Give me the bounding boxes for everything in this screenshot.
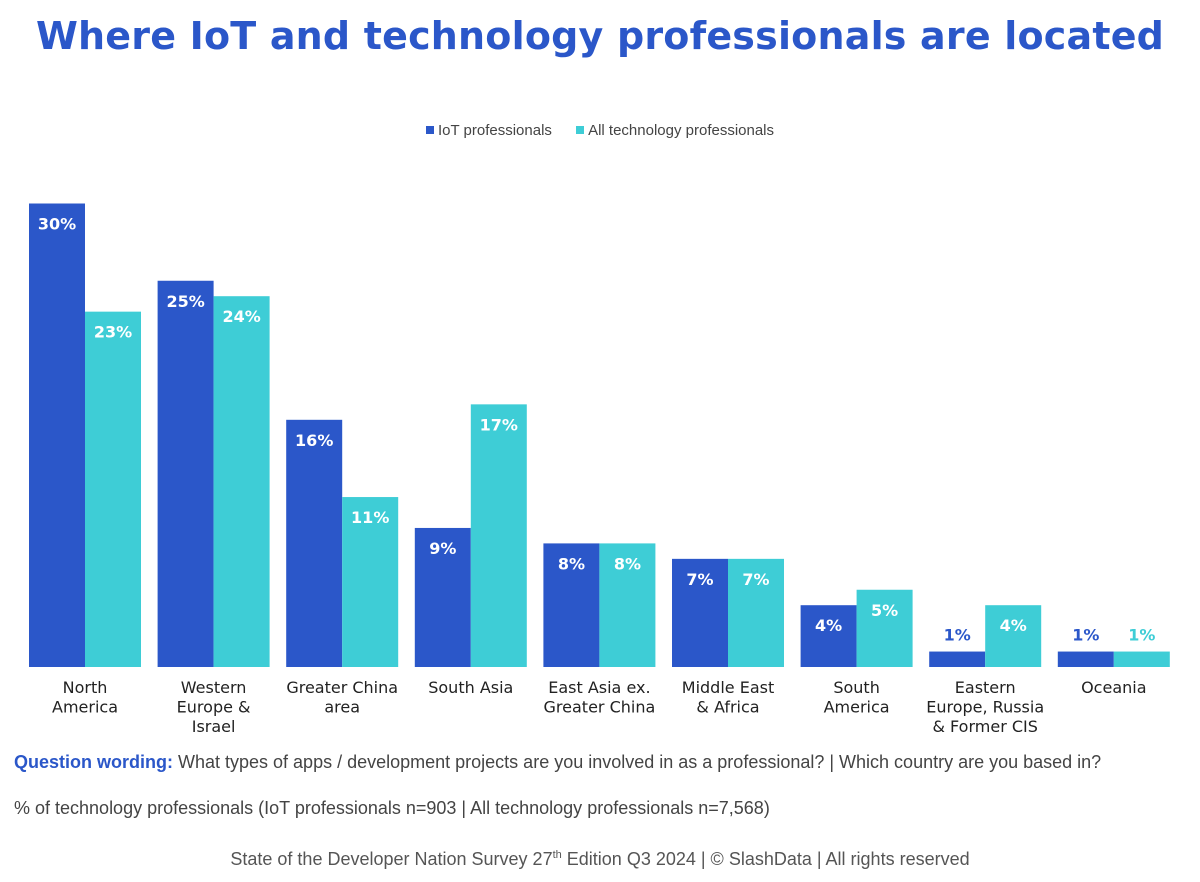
footer-superscript: th [552, 849, 562, 861]
bar-value-label-iot-7: 1% [944, 626, 971, 645]
legend-swatch-all [576, 126, 585, 134]
bar-all-3 [470, 404, 527, 667]
bar-value-label-all-5: 7% [742, 570, 769, 589]
bar-all-8 [1113, 651, 1170, 667]
bar-value-label-iot-5: 7% [686, 570, 713, 589]
bar-value-label-iot-1: 25% [166, 292, 204, 311]
bar-all-6 [856, 589, 913, 667]
bar-value-label-all-4: 8% [614, 554, 641, 573]
bar-iot-1 [157, 280, 214, 667]
category-label-7: Eastern Europe, Russia & Former CIS [926, 678, 1044, 736]
category-label-5: Middle East & Africa [682, 678, 774, 717]
bar-chart: 30% 23% North America 25% 24% Western Europe & I… [29, 203, 1170, 736]
bar-iot-8 [1057, 651, 1114, 667]
category-label-2: Greater China area [286, 678, 398, 717]
bar-iot-4 [543, 543, 600, 667]
footer-text-pre: State of the Developer Nation Survey 27 [230, 849, 553, 869]
bar-iot-0 [29, 203, 85, 667]
bar-value-label-all-2: 11% [351, 508, 389, 527]
bar-value-label-all-3: 17% [480, 415, 518, 434]
legend-item-iot: IoT professionals [425, 122, 552, 139]
bar-value-label-all-8: 1% [1128, 626, 1155, 645]
bar-value-label-iot-6: 4% [815, 616, 842, 635]
bar-all-0 [85, 311, 141, 667]
bar-all-4 [599, 543, 656, 667]
bar-value-label-all-1: 24% [222, 307, 260, 326]
category-label-8: Oceania [1081, 678, 1146, 697]
bar-all-7 [985, 605, 1042, 667]
bar-value-label-iot-4: 8% [558, 554, 585, 573]
category-label-0: North America [52, 678, 118, 717]
bar-all-1 [213, 296, 270, 667]
bar-iot-7 [929, 651, 986, 667]
question-lead: Question wording: [14, 752, 173, 772]
bar-iot-5 [672, 558, 728, 667]
chart-title: Where IoT and technology professionals a… [35, 14, 1165, 58]
question-wording: Question wording: What types of apps / d… [14, 751, 1174, 773]
legend-item-all: All technology professionals [576, 122, 774, 139]
legend-label-all: All technology professionals [588, 122, 775, 139]
legend-swatch-iot [425, 126, 434, 134]
bar-value-label-iot-2: 16% [295, 431, 333, 450]
bar-value-label-iot-8: 1% [1072, 626, 1099, 645]
bar-value-label-iot-3: 9% [429, 539, 456, 558]
category-label-4: East Asia ex. Greater China [544, 678, 656, 717]
category-label-3: South Asia [428, 678, 513, 697]
category-label-1: Western Europe & Israel [177, 678, 251, 736]
bar-all-5 [728, 558, 784, 667]
legend-label-iot: IoT professionals [437, 122, 552, 139]
legend: IoT professionals All technology profess… [0, 122, 1200, 139]
bar-value-label-all-6: 5% [871, 601, 898, 620]
bar-iot-6 [800, 605, 857, 667]
footer: State of the Developer Nation Survey 27t… [0, 849, 1200, 870]
bar-all-2 [342, 497, 399, 667]
bar-value-label-iot-0: 30% [38, 215, 76, 234]
bar-value-label-all-0: 23% [94, 323, 132, 342]
bar-value-label-all-7: 4% [1000, 616, 1027, 635]
question-text: What types of apps / development project… [173, 752, 1102, 772]
base-note: % of technology professionals (IoT profe… [14, 798, 770, 818]
category-label-6: South America [824, 678, 890, 717]
bar-iot-2 [286, 419, 343, 667]
footer-text-post: Edition Q3 2024 | © SlashData | All righ… [561, 849, 970, 869]
bar-iot-3 [414, 527, 471, 667]
